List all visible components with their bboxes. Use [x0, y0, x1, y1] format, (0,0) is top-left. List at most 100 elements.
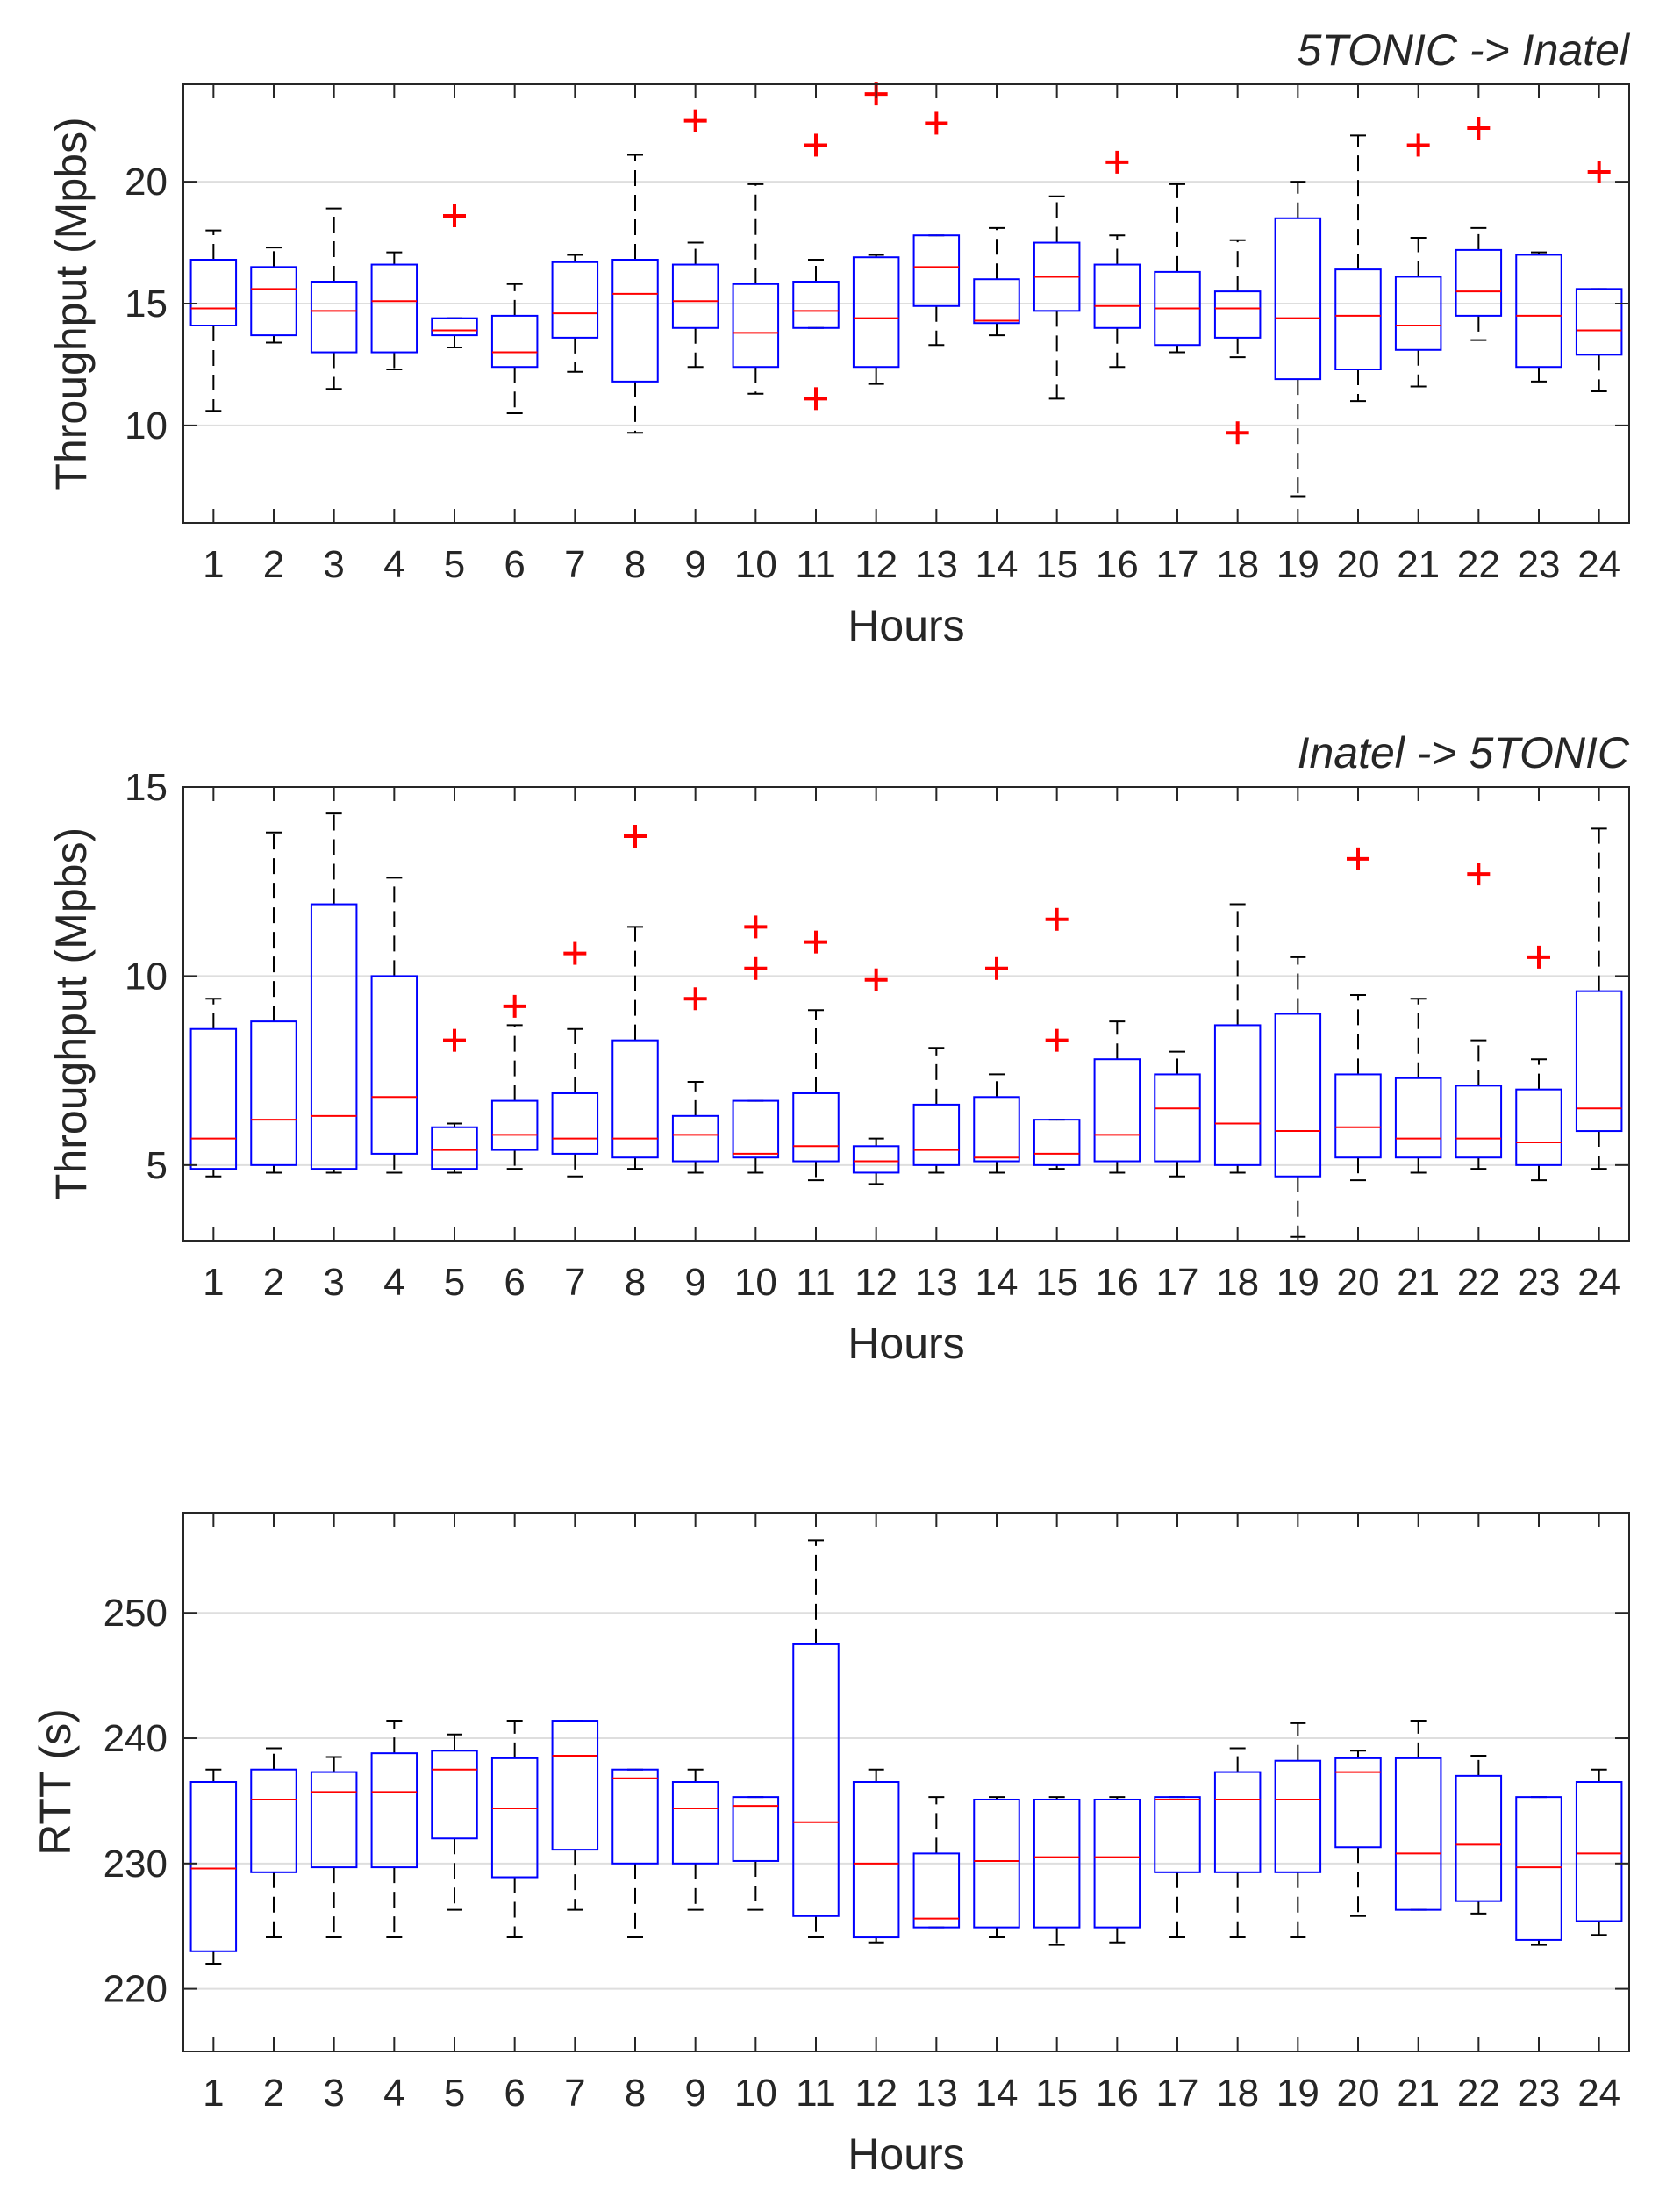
- box-hour-21: [1394, 1720, 1442, 1911]
- box-hour-23: [1515, 945, 1562, 1182]
- box-hour-9: [671, 109, 719, 369]
- outlier-marker: [443, 204, 466, 227]
- iqr-box: [852, 1145, 900, 1174]
- x-tick-label: 18: [1216, 1261, 1259, 1304]
- box-hour-24: [1575, 827, 1623, 1170]
- y-tick-label: 10: [125, 404, 168, 447]
- y-tick-label: 10: [125, 955, 168, 998]
- iqr-box: [431, 317, 478, 337]
- x-tick-label: 24: [1577, 1261, 1620, 1304]
- iqr-box: [912, 1103, 961, 1166]
- x-tick-label: 24: [1577, 543, 1620, 586]
- y-tick-label: 15: [125, 283, 168, 326]
- y-tick-label: 5: [147, 1144, 168, 1187]
- iqr-box: [551, 261, 599, 339]
- outlier-marker: [503, 994, 526, 1018]
- iqr-box: [1213, 1024, 1262, 1166]
- x-tick-label: 9: [684, 1261, 705, 1304]
- x-tick-label: 20: [1337, 543, 1380, 586]
- x-axis-label: Hours: [847, 1319, 964, 1368]
- x-tick-label: 18: [1216, 543, 1259, 586]
- iqr-box: [1154, 1073, 1201, 1163]
- iqr-box: [973, 1096, 1020, 1163]
- box-hour-7: [551, 254, 599, 373]
- iqr-box: [852, 256, 900, 369]
- box-hour-7: [551, 1720, 599, 1911]
- x-tick-label: 11: [796, 2072, 836, 2115]
- iqr-box: [1575, 990, 1623, 1133]
- iqr-box: [431, 1126, 478, 1170]
- x-tick-label: 12: [855, 1261, 897, 1304]
- box-hour-14: [973, 956, 1020, 1174]
- box-hour-12: [852, 82, 900, 385]
- box-hour-11: [792, 133, 840, 411]
- iqr-box: [1334, 1757, 1382, 1849]
- x-tick-label: 19: [1276, 2072, 1319, 2115]
- outlier-marker: [1467, 117, 1491, 140]
- outlier-marker: [443, 1028, 466, 1052]
- iqr-box: [732, 1796, 780, 1862]
- axes-frame: [182, 786, 1630, 1242]
- box-hour-5: [431, 1028, 478, 1174]
- x-tick-label: 1: [203, 1261, 224, 1304]
- iqr-box: [551, 1092, 599, 1155]
- x-tick-label: 8: [625, 543, 646, 586]
- x-tick-label: 12: [855, 2072, 897, 2115]
- chart-panel-3: 1 2 3 4 5 6 7 8 9 10 11 12 13 14 15 16 17 18 19 20 21 22 23 242…: [31, 1512, 1630, 2179]
- x-tick-label: 22: [1457, 543, 1500, 586]
- box-hour-2: [250, 831, 297, 1174]
- x-tick-label: 8: [625, 2072, 646, 2115]
- outlier-marker: [804, 387, 827, 411]
- x-tick-label: 16: [1096, 1261, 1139, 1304]
- x-tick-label: 14: [976, 543, 1019, 586]
- box-hour-13: [912, 1047, 961, 1174]
- iqr-box: [250, 1768, 297, 1873]
- box-hour-17: [1154, 1796, 1201, 1939]
- x-tick-label: 13: [915, 1261, 958, 1304]
- x-tick-label: 16: [1096, 543, 1139, 586]
- iqr-box: [431, 1750, 478, 1840]
- box-hour-10: [732, 1796, 780, 1911]
- chart-title: 5TONIC -> Inatel: [1298, 25, 1631, 75]
- x-tick-label: 10: [734, 543, 777, 586]
- iqr-box: [310, 281, 358, 354]
- box-hour-5: [431, 204, 478, 348]
- y-tick-label: 220: [104, 1968, 168, 2011]
- outlier-marker: [1226, 421, 1249, 445]
- iqr-box: [973, 1798, 1020, 1929]
- box-hour-4: [370, 1720, 418, 1939]
- box-hour-19: [1274, 1722, 1322, 1939]
- x-tick-label: 8: [625, 1261, 646, 1304]
- box-hour-4: [370, 877, 418, 1174]
- x-tick-label: 10: [734, 2072, 777, 2115]
- iqr-box: [973, 278, 1020, 325]
- iqr-box: [792, 1643, 840, 1917]
- x-tick-label: 3: [323, 1261, 344, 1304]
- box-hour-22: [1455, 863, 1503, 1170]
- axes-frame: [182, 1512, 1630, 2052]
- iqr-box: [1394, 1077, 1442, 1159]
- x-tick-label: 23: [1518, 2072, 1561, 2115]
- box-hour-1: [189, 998, 238, 1178]
- iqr-box: [1515, 1088, 1562, 1166]
- iqr-box: [732, 1099, 780, 1159]
- iqr-box: [551, 1720, 599, 1851]
- box-hour-12: [852, 968, 900, 1185]
- x-axis-label: Hours: [847, 601, 964, 650]
- iqr-box: [310, 903, 358, 1170]
- iqr-box: [852, 1781, 900, 1939]
- y-tick-label: 20: [125, 161, 168, 204]
- iqr-box: [1455, 1774, 1503, 1902]
- x-tick-label: 2: [263, 1261, 284, 1304]
- box-hour-7: [551, 941, 599, 1178]
- box-hour-20: [1334, 134, 1382, 403]
- iqr-box: [490, 1757, 539, 1879]
- x-tick-label: 4: [383, 543, 404, 586]
- x-tick-label: 1: [203, 543, 224, 586]
- iqr-box: [310, 1771, 358, 1869]
- x-tick-label: 6: [504, 2072, 525, 2115]
- box-hour-20: [1334, 847, 1382, 1182]
- x-tick-label: 23: [1518, 543, 1561, 586]
- chart-panel-1: 1 2 3 4 5 6 7 8 9 10 11 12 13 14 15 16 17 18 19 20 21 22 23 241…: [46, 25, 1631, 650]
- iqr-box: [250, 1020, 297, 1166]
